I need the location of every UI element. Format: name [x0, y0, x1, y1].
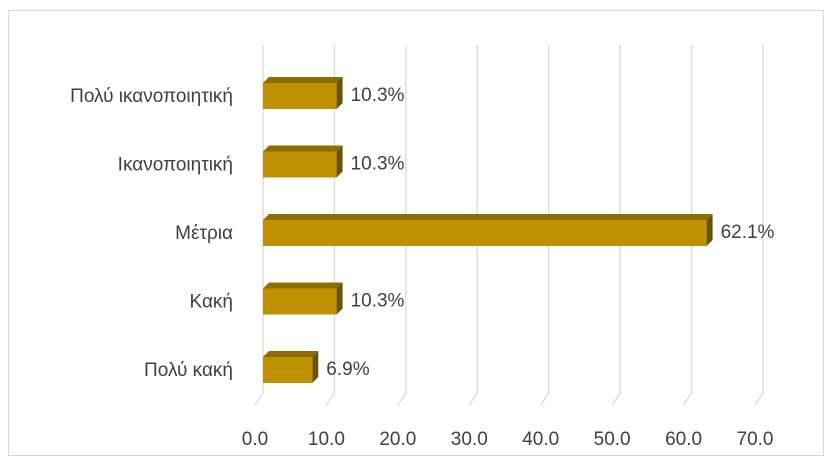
x-tick-label: 60.0 — [665, 429, 702, 450]
gridline-floor — [683, 392, 693, 406]
bar — [263, 151, 337, 178]
category-label: Πολύ ικανοποιητική — [70, 86, 233, 107]
gridline-floor — [611, 392, 621, 406]
data-label: 6.9% — [326, 359, 369, 380]
bar-side — [336, 145, 343, 178]
data-label: 10.3% — [351, 291, 405, 312]
gridline-floor — [397, 392, 407, 406]
label-layer: 0.0 10.0 20.0 30.0 40.0 50.0 60.0 70.0 Πολύ ικαν… — [70, 85, 774, 450]
x-tick-label: 40.0 — [522, 429, 559, 450]
x-tick-label: 10.0 — [308, 429, 345, 450]
bar-top — [263, 77, 343, 83]
bar-side — [312, 351, 319, 383]
x-tick-label: 50.0 — [594, 429, 631, 450]
gridline-floor — [754, 392, 764, 406]
category-label: Κακή — [190, 292, 234, 313]
gridline-floor — [325, 392, 335, 406]
x-tick-label: 0.0 — [242, 429, 268, 450]
data-label: 62.1% — [721, 222, 775, 243]
bar-top — [263, 351, 319, 357]
bar — [263, 288, 337, 315]
category-label: Πολύ κακή — [144, 360, 233, 381]
bar-side — [336, 282, 343, 315]
bar-layer — [263, 77, 713, 383]
bar-top — [263, 145, 343, 152]
bar — [263, 220, 707, 246]
bar-side — [706, 214, 713, 246]
category-label: Μέτρια — [175, 223, 233, 244]
gridline-floor — [468, 392, 478, 406]
bar-top — [263, 214, 713, 220]
category-label: Ικανοποιητική — [118, 155, 233, 176]
gridline-floor — [254, 392, 264, 406]
x-tick-label: 30.0 — [451, 429, 488, 450]
bar-side — [336, 77, 343, 109]
bar — [263, 357, 313, 383]
x-tick-label: 20.0 — [379, 429, 416, 450]
gridline-floor — [540, 392, 550, 406]
data-label: 10.3% — [351, 154, 405, 175]
bar — [263, 83, 337, 109]
data-label: 10.3% — [351, 85, 405, 106]
x-tick-label: 70.0 — [737, 429, 774, 450]
bar-top — [263, 282, 343, 289]
